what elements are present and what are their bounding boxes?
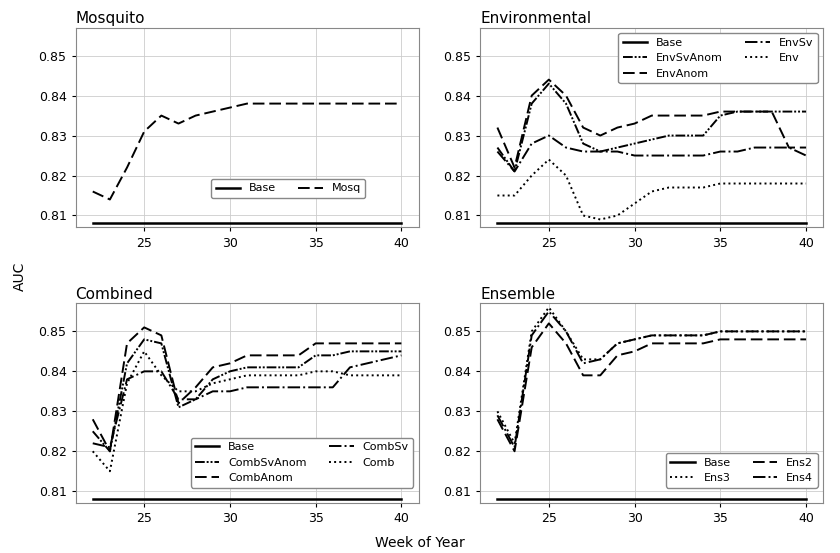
Legend: Base, CombSvAnom, CombAnom, CombSv, Comb: Base, CombSvAnom, CombAnom, CombSv, Comb (191, 437, 413, 488)
Text: Week of Year: Week of Year (375, 536, 465, 550)
Text: Environmental: Environmental (480, 12, 591, 27)
Legend: Base, EnvSvAnom, EnvAnom, EnvSv, Env: Base, EnvSvAnom, EnvAnom, EnvSv, Env (618, 33, 817, 83)
Legend: Base, Mosq: Base, Mosq (211, 179, 365, 198)
Text: Mosquito: Mosquito (76, 12, 145, 27)
Text: Combined: Combined (76, 287, 154, 302)
Text: Ensemble: Ensemble (480, 287, 555, 302)
Legend: Base, Ens3, Ens2, Ens4: Base, Ens3, Ens2, Ens4 (666, 453, 817, 488)
Text: AUC: AUC (13, 262, 27, 291)
